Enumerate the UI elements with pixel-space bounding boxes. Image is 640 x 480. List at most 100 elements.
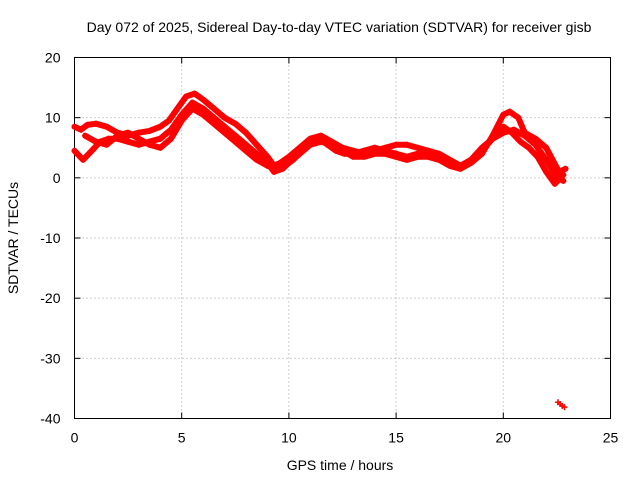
data-point xyxy=(457,162,464,169)
y-tick-label: -10 xyxy=(40,230,60,246)
data-point xyxy=(511,126,518,133)
y-tick-label: -20 xyxy=(40,290,60,306)
data-point xyxy=(189,105,196,112)
data-point xyxy=(200,111,207,118)
data-point xyxy=(393,141,400,148)
data-point xyxy=(167,135,174,142)
data-point xyxy=(71,123,78,130)
data-point xyxy=(560,171,567,178)
y-tick-label: 20 xyxy=(45,50,61,66)
axis-ticks xyxy=(74,57,611,419)
data-point xyxy=(341,150,348,157)
data-point xyxy=(232,138,239,145)
y-tick-label: 10 xyxy=(45,110,61,126)
x-tick-label: 25 xyxy=(603,430,619,446)
data-point xyxy=(146,141,153,148)
x-tick-label: 20 xyxy=(496,430,512,446)
data-point xyxy=(360,147,367,154)
series-line xyxy=(71,90,569,175)
data-point xyxy=(165,117,172,124)
data-point xyxy=(333,147,340,154)
data-point xyxy=(80,156,87,163)
data-point xyxy=(125,138,132,145)
data-point xyxy=(350,150,357,157)
data-point xyxy=(125,129,132,136)
data-point xyxy=(414,150,421,157)
series-track-c xyxy=(82,105,567,184)
y-tick-label: -30 xyxy=(40,350,60,366)
data-point xyxy=(243,129,250,136)
data-point xyxy=(414,144,421,151)
data-point xyxy=(549,156,556,163)
data-point xyxy=(371,150,378,157)
data-point xyxy=(532,141,539,148)
data-point xyxy=(560,177,567,184)
x-tick-label: 0 xyxy=(71,430,79,446)
data-point xyxy=(562,165,569,172)
data-point xyxy=(232,120,239,127)
data-point xyxy=(521,132,528,139)
data-point xyxy=(135,129,142,136)
x-axis-label: GPS time / hours xyxy=(287,457,394,473)
data-point xyxy=(561,404,568,411)
data-point xyxy=(200,105,207,112)
data-point xyxy=(534,153,541,160)
data-point xyxy=(221,129,228,136)
data-point xyxy=(114,132,121,139)
data-point xyxy=(174,105,181,112)
data-point xyxy=(243,147,250,154)
data-point xyxy=(135,141,142,148)
x-tick-label: 10 xyxy=(281,430,297,446)
data-point xyxy=(435,153,442,160)
data-point xyxy=(88,147,95,154)
grid-lines xyxy=(74,57,611,419)
chart-title: Day 072 of 2025, Sidereal Day-to-day VTE… xyxy=(87,19,592,35)
data-point xyxy=(517,138,524,145)
data-point xyxy=(551,180,558,187)
data-point xyxy=(500,111,507,118)
data-point xyxy=(103,123,110,130)
data-point xyxy=(71,147,78,154)
data-point xyxy=(253,150,260,157)
data-point xyxy=(210,120,217,127)
data-point xyxy=(403,153,410,160)
data-point xyxy=(253,141,260,148)
data-point xyxy=(556,168,563,175)
data-point xyxy=(146,127,153,134)
data-point xyxy=(515,114,522,121)
data-point xyxy=(135,135,142,142)
data-point xyxy=(221,123,228,130)
data-point xyxy=(500,129,507,136)
data-point xyxy=(315,135,322,142)
data-series xyxy=(71,90,569,411)
data-point xyxy=(403,141,410,148)
data-point xyxy=(232,132,239,139)
data-point xyxy=(178,117,185,124)
data-point xyxy=(532,135,539,142)
data-point xyxy=(298,147,305,154)
data-point xyxy=(84,121,91,128)
data-point xyxy=(92,120,99,127)
data-point xyxy=(182,93,189,100)
data-point xyxy=(253,156,260,163)
x-tick-labels: 0 5 10 15 20 25 xyxy=(71,430,619,446)
x-tick-label: 5 xyxy=(178,430,186,446)
data-point xyxy=(324,141,331,148)
data-point xyxy=(393,150,400,157)
data-point xyxy=(290,156,297,163)
data-point xyxy=(157,135,164,142)
data-point xyxy=(92,138,99,145)
data-point xyxy=(191,90,198,97)
data-point xyxy=(264,153,271,160)
data-point xyxy=(371,144,378,151)
series-outlier xyxy=(554,399,568,411)
data-point xyxy=(200,96,207,103)
data-point xyxy=(189,99,196,106)
data-point xyxy=(264,162,271,169)
data-point xyxy=(77,126,84,133)
data-point xyxy=(82,132,89,139)
data-point xyxy=(210,114,217,121)
data-point xyxy=(360,153,367,160)
y-axis-label: SDTVAR / TECUs xyxy=(5,182,21,294)
